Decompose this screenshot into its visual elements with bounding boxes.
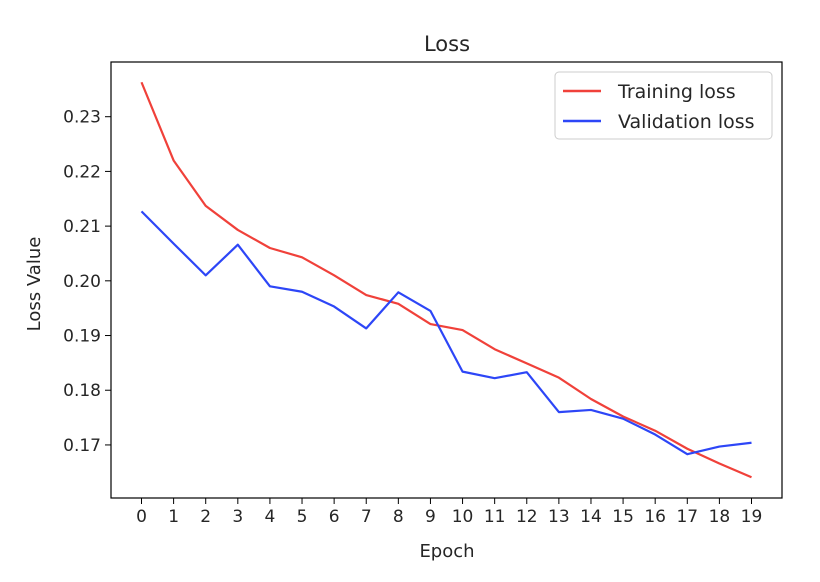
x-tick-label: 14 — [580, 507, 602, 527]
x-tick-label: 10 — [452, 507, 474, 527]
x-tick-label: 6 — [329, 507, 340, 527]
y-axis-label: Loss Value — [24, 237, 45, 332]
x-tick-label: 13 — [548, 507, 570, 527]
x-axis: 0 1 2 3 4 5 6 7 8 9 10 11 12 13 14 15 16 17 18 19 — [136, 498, 762, 527]
x-tick-label: 19 — [741, 507, 763, 527]
x-tick-label: 11 — [484, 507, 506, 527]
legend-box — [554, 71, 773, 140]
plot-area-frame — [110, 61, 783, 499]
x-tick-label: 15 — [612, 507, 634, 527]
x-tick-label: 8 — [393, 507, 404, 527]
x-tick-label: 1 — [168, 507, 179, 527]
y-tick-label: 0.20 — [63, 272, 101, 292]
x-tick-label: 18 — [709, 507, 731, 527]
series-layer — [140, 81, 752, 479]
y-tick-label: 0.18 — [63, 381, 101, 401]
chart-title: Loss — [424, 32, 470, 56]
y-tick-label: 0.19 — [63, 327, 101, 347]
y-axis: 0.17 0.18 0.19 0.20 0.21 0.22 0.23 — [63, 108, 111, 456]
x-tick-label: 7 — [361, 507, 372, 527]
series-line-training — [140, 81, 752, 479]
x-tick-label: 17 — [676, 507, 698, 527]
legend: Training loss Validation loss — [554, 71, 773, 140]
y-tick-label: 0.21 — [63, 217, 101, 237]
series-line-validation — [140, 210, 752, 456]
x-tick-label: 5 — [297, 507, 308, 527]
x-axis-label: Epoch — [419, 541, 474, 562]
x-tick-label: 0 — [136, 507, 147, 527]
x-tick-label: 12 — [516, 507, 538, 527]
x-tick-label: 9 — [425, 507, 436, 527]
y-tick-label: 0.22 — [63, 162, 101, 182]
x-tick-label: 2 — [200, 507, 211, 527]
x-tick-label: 16 — [644, 507, 666, 527]
y-tick-label: 0.17 — [63, 436, 101, 456]
y-tick-label: 0.23 — [63, 108, 101, 128]
legend-entry: Training loss — [617, 81, 736, 103]
legend-entry: Validation loss — [618, 111, 755, 133]
x-tick-label: 3 — [232, 507, 243, 527]
x-tick-label: 4 — [265, 507, 276, 527]
